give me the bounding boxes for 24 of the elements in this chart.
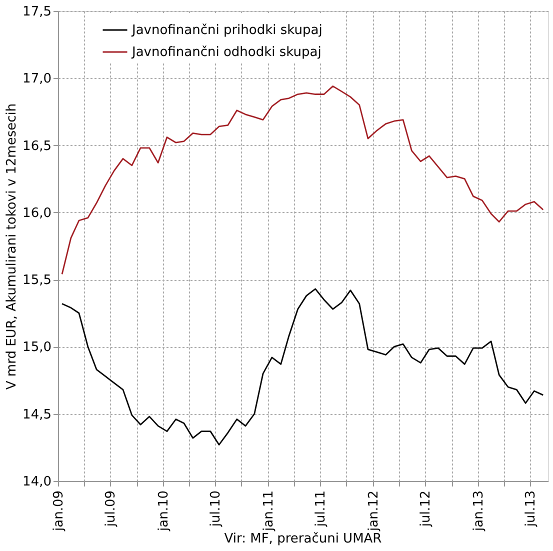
text: Vir: MF, preračuni UMAR xyxy=(224,531,382,546)
y-tick-label: 16,0 xyxy=(22,206,52,221)
x-tick-label: jul.10 xyxy=(208,490,224,528)
x-tick-label: jul.12 xyxy=(418,490,434,528)
y-tick-label: 16,5 xyxy=(22,138,52,154)
x-tick-label: jan.11 xyxy=(261,490,276,532)
x-tick-label: jan.09 xyxy=(52,490,66,532)
line-series xyxy=(61,288,544,446)
y-tick-label: 15,5 xyxy=(22,273,52,288)
x-tick-label: jul.09 xyxy=(104,490,119,528)
y-tick-label: 17,5 xyxy=(22,4,52,20)
y-tick-label: 17,0 xyxy=(22,72,52,87)
x-tick-label: jul.13 xyxy=(524,490,539,528)
y-tick-label: 14,5 xyxy=(22,407,52,422)
x-tick-label: jan.12 xyxy=(366,490,382,532)
x-tick-label: jul.11 xyxy=(313,490,328,528)
x-tick-label: jan.10 xyxy=(156,490,172,532)
line-series xyxy=(61,86,544,275)
y-tick-label: 15,0 xyxy=(22,340,52,356)
legend-label: Javnofinančni prihodki skupaj xyxy=(131,23,322,38)
y-axis-title: V mrd EUR, Akumulirani tokovi v 12mesecih xyxy=(4,103,20,390)
x-tick-label: jan.13 xyxy=(472,490,487,532)
legend-label: Javnofinančni odhodki skupaj xyxy=(131,45,322,60)
y-tick-label: 14,0 xyxy=(22,474,52,490)
